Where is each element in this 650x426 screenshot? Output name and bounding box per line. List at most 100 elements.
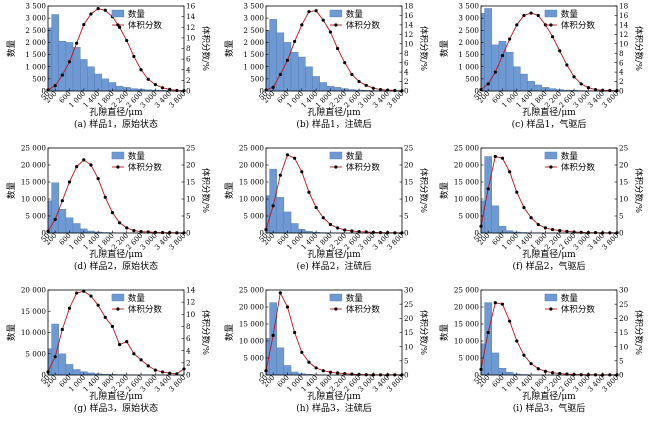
line-point-2 — [53, 355, 57, 359]
left-tick-label: 2 500 — [25, 26, 46, 35]
line-point-6 — [515, 190, 519, 194]
line-point-4 — [500, 156, 505, 160]
y-axis-left-label: 数量 — [224, 182, 235, 200]
right-tick-label: 16 — [186, 2, 196, 11]
line-point-8 — [314, 366, 318, 370]
series-line-volume-fraction — [265, 291, 402, 376]
line-point-7 — [89, 294, 93, 298]
line-point-4 — [500, 53, 505, 58]
line-point-6 — [82, 158, 86, 162]
chart-panel-9: 0 5 000 10 000 15 000 20 000 25 000 0 5 10 15 20 25… — [439, 286, 644, 414]
line-point-13 — [132, 229, 136, 233]
right-tick-label: 14 — [404, 20, 414, 29]
left-tick-label: 20 000 — [454, 303, 480, 312]
left-tick-label: 3 500 — [458, 2, 479, 11]
line-point-7 — [522, 205, 526, 210]
bar-1 — [480, 13, 485, 92]
right-tick-label: 10 — [619, 39, 629, 48]
right-tick-label: 14 — [186, 286, 196, 295]
bar-5 — [505, 51, 514, 92]
line-point-12 — [343, 228, 347, 232]
legend-line-marker — [334, 307, 338, 311]
x-tick-label: 50 — [257, 232, 269, 244]
legend-bar-label: 数量 — [128, 9, 146, 20]
left-tick-label: 0 — [259, 371, 264, 380]
line-point-5 — [508, 37, 512, 41]
bar-2 — [269, 302, 277, 376]
y-axis-left-label: 数量 — [6, 182, 17, 200]
legend-line-label: 体积分数 — [561, 20, 596, 31]
left-tick-label: 5 000 — [25, 349, 46, 358]
x-tick-label: 50 — [39, 374, 51, 386]
legend-line-label: 体积分数 — [346, 162, 381, 173]
y-axis-right-label: 体积分数/% — [418, 26, 429, 71]
line-point-14 — [139, 358, 143, 362]
line-point-5 — [293, 39, 297, 44]
legend-bar-label: 数量 — [561, 9, 579, 20]
line-point-15 — [146, 364, 150, 368]
left-tick-label: 1 500 — [458, 50, 479, 59]
panel-caption: (g) 样品3，原始状态 — [74, 402, 158, 414]
right-tick-label: 25 — [404, 300, 414, 309]
left-tick-label: 15 000 — [454, 178, 480, 187]
line-point-5 — [75, 41, 79, 45]
plot-frame — [47, 289, 185, 376]
line-point-10 — [328, 30, 333, 34]
left-tick-label: 15 000 — [239, 178, 265, 187]
bar-3 — [491, 44, 500, 92]
line-point-19 — [608, 88, 612, 93]
x-axis-label: 孔隙直径/μm — [89, 390, 143, 402]
right-tick-label: 10 — [619, 195, 629, 204]
line-point-10 — [328, 222, 333, 227]
right-tick-label: 25 — [619, 300, 629, 309]
bar-5 — [72, 47, 81, 92]
right-tick-label: 20 — [404, 161, 414, 170]
right-tick-label: 15 — [404, 328, 414, 337]
legend-bar-swatch — [111, 151, 125, 160]
line-point-3 — [60, 327, 64, 332]
line-point-9 — [103, 8, 107, 12]
legend-bar-label: 数量 — [346, 9, 364, 20]
right-tick-label: 0 — [186, 87, 191, 96]
legend-line-marker — [334, 165, 338, 169]
line-point-8 — [96, 177, 100, 181]
line-point-13 — [132, 352, 136, 356]
line-point-9 — [536, 367, 540, 371]
line-point-12 — [125, 340, 129, 344]
legend-line-marker — [116, 23, 120, 27]
left-tick-label: 3 000 — [25, 14, 46, 23]
line-point-9 — [536, 222, 540, 227]
line-point-7 — [307, 360, 311, 364]
right-tick-label: 0 — [619, 229, 624, 238]
right-tick-label: 5 — [186, 212, 191, 221]
right-tick-label: 20 — [404, 314, 414, 323]
bar-3 — [58, 41, 67, 92]
left-tick-label: 2 500 — [243, 26, 264, 35]
line-point-4 — [285, 305, 290, 309]
bar-9 — [101, 78, 110, 92]
bar-6 — [513, 66, 521, 92]
x-tick-label: 3 800 — [168, 90, 188, 110]
legend-line-label: 体积分数 — [346, 20, 381, 31]
right-tick-label: 5 — [404, 212, 409, 221]
left-tick-label: 1 000 — [25, 62, 46, 71]
x-tick-label: 3 800 — [601, 90, 621, 110]
left-tick-label: 0 — [474, 229, 479, 238]
legend-bar-label: 数量 — [346, 293, 364, 304]
line-point-4 — [67, 180, 72, 184]
legend-line-marker — [549, 307, 553, 311]
line-point-3 — [278, 173, 282, 177]
legend-bar-label: 数量 — [561, 151, 579, 162]
x-tick-label: 50 — [257, 90, 269, 102]
legend-line-label: 体积分数 — [561, 162, 596, 173]
line-point-13 — [565, 63, 569, 67]
line-point-7 — [307, 10, 311, 14]
right-tick-label: 18 — [619, 2, 629, 11]
line-point-11 — [117, 25, 122, 29]
line-point-7 — [307, 190, 311, 194]
line-point-13 — [350, 72, 354, 77]
bar-5 — [72, 223, 81, 234]
right-tick-label: 10 — [404, 39, 414, 48]
